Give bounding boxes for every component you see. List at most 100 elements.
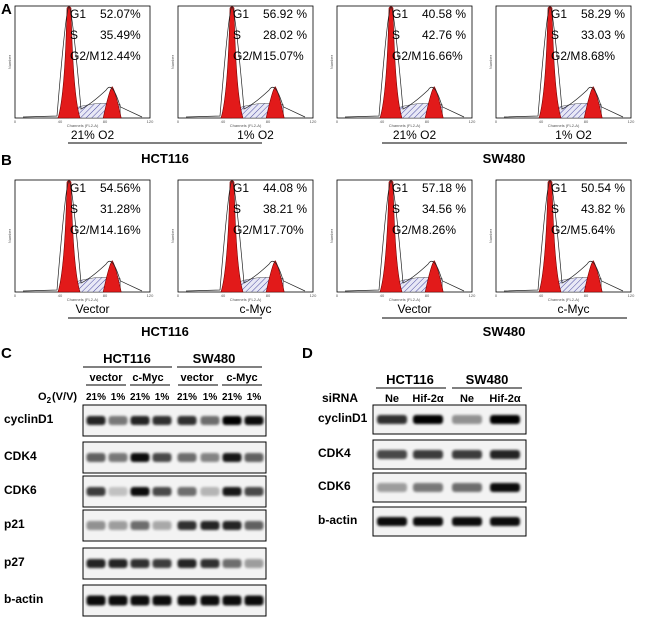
condition-label-a-2: 1% O2 <box>237 128 274 142</box>
x-tick-label: 120 <box>469 119 476 124</box>
x-tick-label: 80 <box>266 293 271 298</box>
band <box>490 415 520 424</box>
y-axis-label: Number <box>488 54 493 69</box>
phase-value-g2m: 15.07% <box>263 49 304 63</box>
blot-c-cellline-sw480: SW480 <box>193 351 236 366</box>
condition-label-a-4: 1% O2 <box>555 128 592 142</box>
condition-label-b-4: c-Myc <box>558 302 590 316</box>
band <box>130 453 150 462</box>
phase-label-s: S <box>233 28 241 42</box>
blot-c-lane-4: 1% <box>155 392 170 403</box>
phase-value-g2m: 14.16% <box>100 223 141 237</box>
blot-c-group-4: c-Myc <box>226 372 257 384</box>
histogram-row-b: Number Channels (FL2-A) 0 40 80 120 G1 54.56% S 3… <box>7 179 635 316</box>
phase-value-g1: 44.08 % <box>263 181 307 195</box>
blot-c-o2-label: O2(V/V) <box>38 391 77 405</box>
g2m-peak <box>102 260 122 293</box>
blot-c-lane-labels: 21% 1% 21% 1% 21% 1% 21% 1% <box>86 392 261 403</box>
x-tick-label: 40 <box>58 119 63 124</box>
blot-d-lane-1: Ne <box>385 393 399 405</box>
g2m-peak <box>583 260 603 293</box>
x-tick-label: 40 <box>539 293 544 298</box>
g2m-peak <box>265 260 285 293</box>
band <box>130 559 150 568</box>
blot-strip-c-CDK6 <box>82 475 267 508</box>
blot-c-protein-cyclinD1: cyclinD1 <box>4 412 54 426</box>
band <box>200 487 220 496</box>
blot-strip-d-cyclinD1 <box>372 404 527 435</box>
blot-strip-c-CDK4 <box>82 441 267 474</box>
x-tick-label: 40 <box>221 293 226 298</box>
x-tick-label: 0 <box>336 293 339 298</box>
band <box>200 521 220 530</box>
blot-d-lane-2: Hif-2α <box>412 393 443 405</box>
histogram-b-1: Number Channels (FL2-A) 0 40 80 120 G1 54.56% S 3… <box>7 179 154 316</box>
band <box>108 521 128 530</box>
blot-c-lane-8: 1% <box>247 392 262 403</box>
histogram-b-2: Number Channels (FL2-A) 0 40 80 120 G1 44.08 % S… <box>170 179 317 316</box>
phase-label-g1: G1 <box>551 7 567 21</box>
x-tick-label: 120 <box>147 119 154 124</box>
band <box>222 416 242 425</box>
band <box>177 416 197 425</box>
blot-c-protein-p21: p21 <box>4 517 25 531</box>
band <box>244 487 264 496</box>
fit-outline <box>503 180 624 292</box>
band <box>377 415 407 424</box>
fit-outline <box>185 180 306 292</box>
x-tick-label: 0 <box>14 293 17 298</box>
fit-outline <box>344 180 465 292</box>
x-tick-label: 120 <box>628 119 635 124</box>
blot-strip-c-p27 <box>82 547 267 580</box>
band <box>377 517 407 526</box>
phase-label-g1: G1 <box>70 181 86 195</box>
x-tick-label: 120 <box>147 293 154 298</box>
g2m-peak <box>424 86 444 119</box>
x-tick-label: 120 <box>628 293 635 298</box>
blot-d-protein-CDK4: CDK4 <box>318 446 351 460</box>
condition-label-b-3: Vector <box>397 302 431 316</box>
y-axis-label: Number <box>7 228 12 243</box>
band <box>244 521 264 530</box>
y-axis-label: Number <box>329 54 334 69</box>
blot-strip-c-p21 <box>82 509 267 542</box>
band <box>152 559 172 568</box>
band <box>152 595 172 606</box>
x-tick-label: 0 <box>495 293 498 298</box>
x-axis-label: Channels (FL2-A) <box>67 297 99 302</box>
phase-label-g1: G1 <box>392 7 408 21</box>
phase-label-g1: G1 <box>233 181 249 195</box>
phase-value-s: 43.82 % <box>581 202 625 216</box>
x-tick-label: 80 <box>425 119 430 124</box>
blot-d-header: HCT116 SW480 siRNA <box>322 372 522 405</box>
phase-value-g2m: 5.64% <box>581 223 615 237</box>
x-axis-label: Channels (FL2-A) <box>548 123 580 128</box>
cell-line-label-a-sw480: SW480 <box>483 151 526 166</box>
blot-d-strips: cyclinD1 CDK4 CDK6 b-actin <box>318 404 527 537</box>
y-axis-label: Number <box>170 228 175 243</box>
blot-c-cellline-hct116: HCT116 <box>103 351 151 366</box>
x-tick-label: 0 <box>177 293 180 298</box>
x-axis-label: Channels (FL2-A) <box>230 297 262 302</box>
phase-label-s: S <box>551 202 559 216</box>
blot-c-protein-CDK6: CDK6 <box>4 483 37 497</box>
phase-label-g1: G1 <box>392 181 408 195</box>
x-axis-label: Channels (FL2-A) <box>230 123 262 128</box>
phase-value-s: 42.76 % <box>422 28 466 42</box>
phase-label-s: S <box>233 202 241 216</box>
cell-line-label-b-sw480: SW480 <box>483 324 526 339</box>
band <box>108 453 128 462</box>
phase-value-g1: 54.56% <box>100 181 141 195</box>
g1-peak <box>57 180 81 293</box>
band <box>108 487 128 496</box>
band <box>152 453 172 462</box>
blot-d-sirna-label: siRNA <box>322 391 358 405</box>
band <box>152 416 172 425</box>
band <box>152 521 172 530</box>
band <box>130 595 150 606</box>
band <box>200 559 220 568</box>
phase-value-g2m: 16.66% <box>422 49 463 63</box>
band <box>200 595 220 606</box>
blot-c-header: HCT116 SW480 vector c-Myc vector c-Myc O… <box>38 351 262 405</box>
histogram-b-4: Number Channels (FL2-A) 0 40 80 120 G1 50.54 % S… <box>488 179 635 316</box>
